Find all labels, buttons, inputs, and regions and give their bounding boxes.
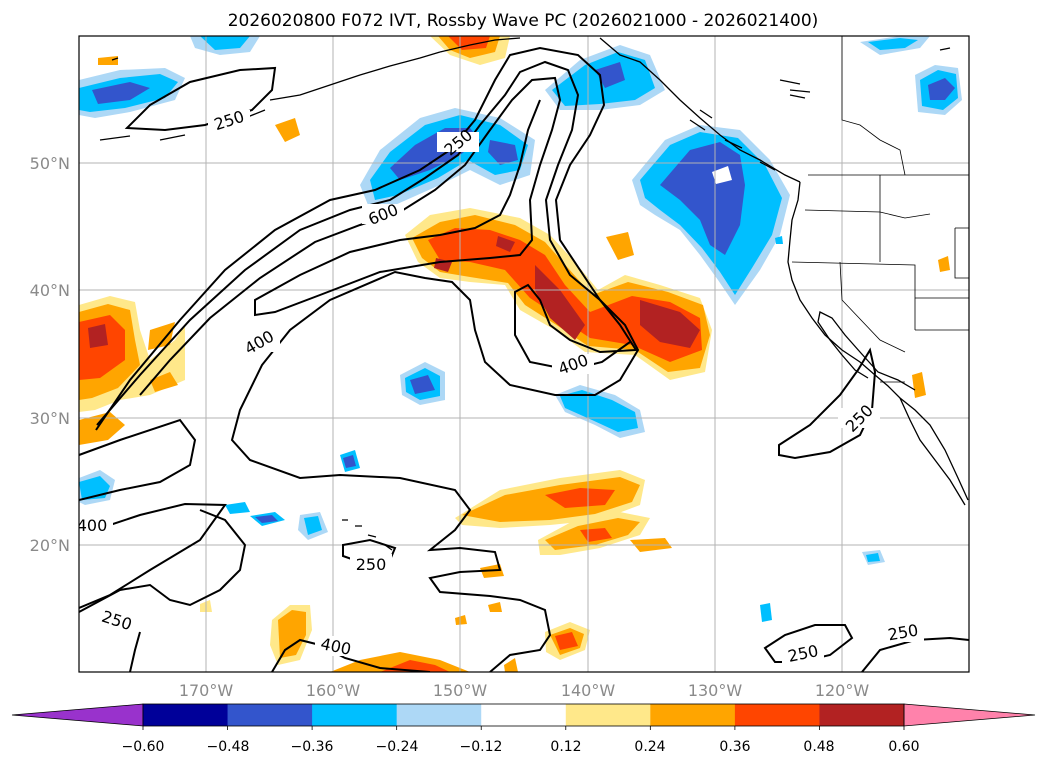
colorbar-swatch (481, 704, 567, 726)
map-panel: 250 250 600 400 400 250 400 250 250 400 … (77, 36, 969, 672)
gridlines (79, 36, 969, 672)
colorbar-swatch (819, 704, 905, 726)
contour-250-baja (778, 347, 877, 460)
latitude-labels: 50°N 40°N 30°N 20°N (30, 154, 70, 555)
positive-anomaly-shading (79, 36, 950, 672)
lon-label-120w: 120°W (815, 681, 870, 700)
contour-400-south (79, 502, 227, 609)
lat-label-30n: 30°N (30, 409, 70, 428)
figure-title: 2026020800 F072 IVT, Rossby Wave PC (202… (228, 11, 819, 31)
colorbar-swatch (227, 704, 313, 726)
colorbar-swatch (396, 704, 482, 726)
lon-label-160w: 160°W (306, 681, 361, 700)
lon-label-170w: 170°W (179, 681, 234, 700)
contour-250-main (95, 46, 640, 672)
contour-250-sw (79, 509, 247, 613)
lon-label-140w: 140°W (561, 681, 616, 700)
colorbar-tick-label: 0.24 (634, 739, 665, 755)
contour-label-250-hawaii: 250 (356, 555, 387, 574)
contour-labels: 250 250 600 400 400 250 400 250 250 400 … (77, 107, 924, 666)
colorbar-swatch (565, 704, 651, 726)
map-frame (78, 35, 970, 673)
colorbar-tick-label: −0.48 (207, 739, 250, 755)
lat-label-50n: 50°N (30, 154, 70, 173)
colorbar: −0.60 −0.48 −0.36 −0.24 −0.12 0.12 0.24 … (11, 703, 1036, 755)
colorbar-tick-label: 0.12 (550, 739, 581, 755)
lon-label-130w: 130°W (688, 681, 743, 700)
contour-250-north (124, 66, 277, 132)
colorbar-swatches (11, 703, 1036, 730)
contour-label-400-west: 400 (77, 516, 108, 535)
colorbar-extend-high (903, 703, 1036, 727)
lat-label-40n: 40°N (30, 281, 70, 300)
colorbar-frame (142, 703, 905, 727)
colorbar-swatch (650, 704, 736, 726)
contour-400-west (79, 418, 197, 501)
political-borders (791, 36, 969, 383)
colorbar-tick-label: −0.12 (460, 739, 503, 755)
colorbar-swatch (143, 704, 229, 726)
colorbar-tick-label: 0.60 (888, 739, 919, 755)
lat-label-20n: 20°N (30, 536, 70, 555)
contour-250-sw-edge (129, 631, 141, 672)
colorbar-tick-label: −0.60 (122, 739, 165, 755)
colorbar-swatch (734, 704, 820, 726)
colorbar-tick-label: 0.36 (719, 739, 750, 755)
colorbar-swatch (312, 704, 398, 726)
longitude-labels: 170°W 160°W 150°W 140°W 130°W 120°W (179, 681, 870, 700)
colorbar-tick-label: −0.24 (376, 739, 419, 755)
colorbar-tick-labels: −0.60 −0.48 −0.36 −0.24 −0.12 0.12 0.24 … (122, 739, 920, 755)
coastlines (99, 37, 969, 551)
colorbar-extend-low (11, 703, 144, 727)
colorbar-tick-label: 0.48 (803, 739, 834, 755)
lon-label-150w: 150°W (433, 681, 488, 700)
colorbar-tick-label: −0.36 (291, 739, 334, 755)
